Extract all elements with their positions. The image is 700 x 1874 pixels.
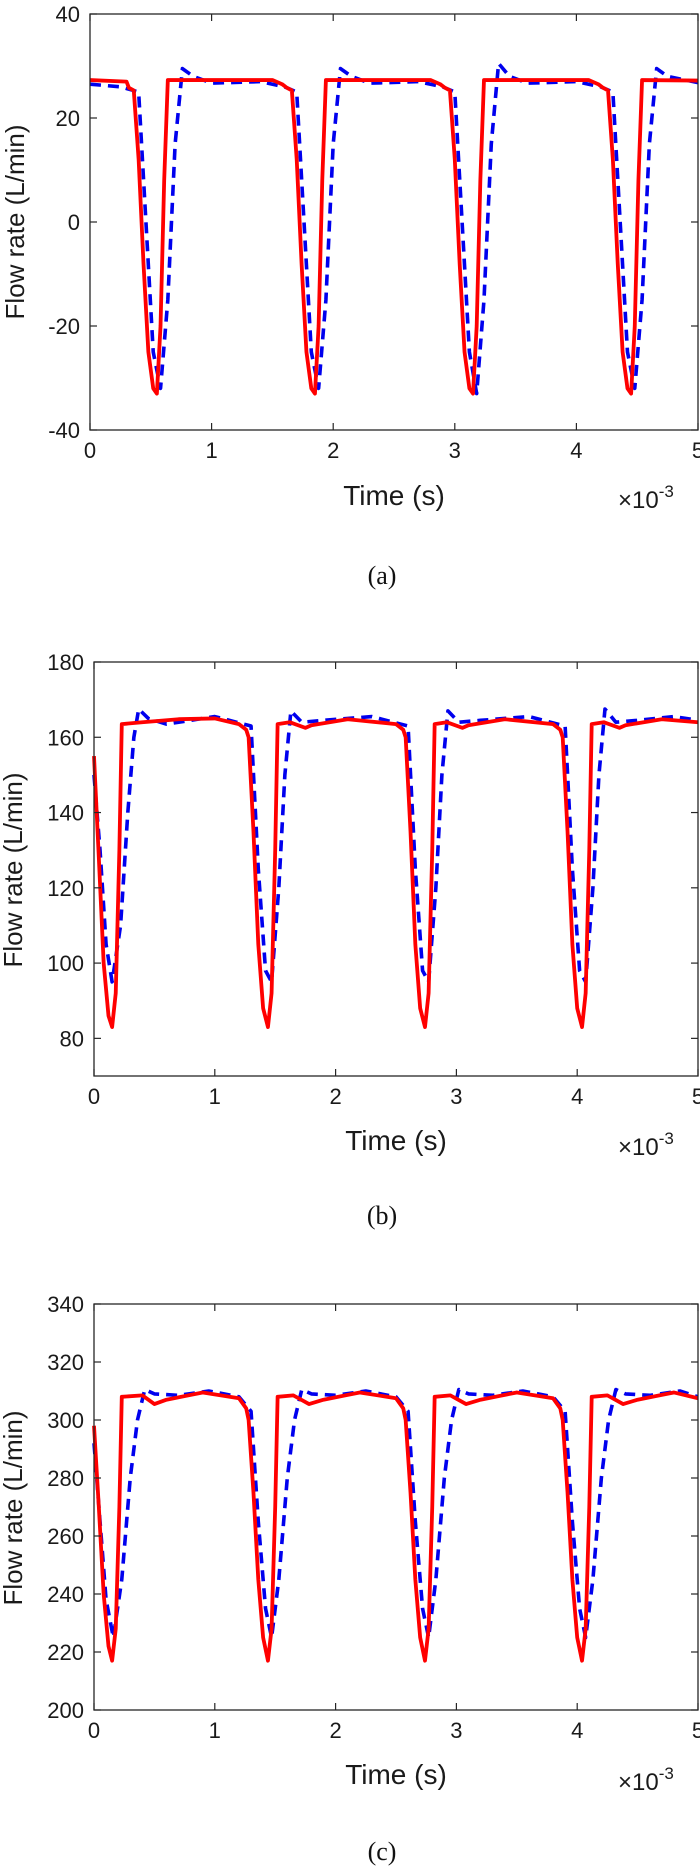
- y-tick-label: 200: [47, 1698, 84, 1723]
- plot-frame: [93, 1303, 699, 1711]
- chart-panel-a: 0 1 2 3 4 5 -40 -20 0 20 40 Time (s) Flow rate (L/…: [0, 0, 700, 620]
- x-tick-label: 1: [209, 1718, 221, 1743]
- x-tick-label: 5: [692, 1718, 700, 1743]
- chart-panel-b: 0 1 2 3 4 5 80 100 120 140 160 180 Time (s) Flow ra…: [0, 620, 700, 1240]
- y-axis-label: Flow rate (L/min): [0, 124, 30, 319]
- x-tick-label: 3: [450, 1718, 462, 1743]
- x-tick-label: 2: [329, 1084, 341, 1109]
- chart-svg-a: 0 1 2 3 4 5 -40 -20 0 20 40 Time (s) Flow rate (L/…: [0, 2, 700, 590]
- x-tick-label: 3: [450, 1084, 462, 1109]
- x-axis-label: Time (s): [343, 480, 445, 511]
- x-tick-label: 2: [327, 438, 339, 463]
- x-tick-label: 1: [209, 1084, 221, 1109]
- x-axis-label: Time (s): [345, 1125, 447, 1156]
- x-tick-label: 2: [329, 1718, 341, 1743]
- x-exponent-label: ×10-3: [618, 1129, 674, 1161]
- x-tick-label: 4: [571, 1084, 583, 1109]
- y-axis-label: Flow rate (L/min): [0, 1410, 28, 1605]
- svg-text:×10-3: ×10-3: [618, 482, 674, 514]
- y-tick-label: 240: [47, 1582, 84, 1607]
- caption-b: (b): [367, 1201, 397, 1230]
- x-tick-label: 0: [84, 438, 96, 463]
- y-tick-label: 80: [60, 1026, 84, 1051]
- svg-text:×10-3: ×10-3: [618, 1764, 674, 1796]
- y-tick-label: 140: [47, 801, 84, 826]
- y-tick-label: 40: [56, 2, 80, 27]
- y-tick-label: 300: [47, 1408, 84, 1433]
- y-axis-label: Flow rate (L/min): [0, 772, 28, 967]
- y-tick-label: -20: [48, 314, 80, 339]
- x-axis-label: Time (s): [345, 1759, 447, 1790]
- x-exponent-label: ×10-3: [618, 482, 674, 514]
- x-tick-label: 0: [88, 1084, 100, 1109]
- series-solid-line: [89, 78, 699, 396]
- x-tick-label: 5: [692, 1084, 700, 1109]
- plot-frame: [89, 13, 699, 431]
- series-solid-line: [92, 1390, 699, 1663]
- x-exponent-label: ×10-3: [618, 1764, 674, 1796]
- y-tick-label: 160: [47, 725, 84, 750]
- x-tick-label: 5: [692, 438, 700, 463]
- x-tick-label: 1: [205, 438, 217, 463]
- plot-frame: [93, 661, 699, 1077]
- y-tick-label: 280: [47, 1466, 84, 1491]
- caption-a: (a): [368, 561, 397, 590]
- chart-svg-b: 0 1 2 3 4 5 80 100 120 140 160 180 Time (s) Flow ra…: [0, 650, 700, 1230]
- y-tick-label: 120: [47, 876, 84, 901]
- series-solid-line: [92, 716, 699, 1029]
- series-dashed-line: [92, 707, 699, 984]
- y-tick-label: 260: [47, 1524, 84, 1549]
- chart-panel-c: 0 1 2 3 4 5 200 220 240 260 280 300 320 340 Time (s) …: [0, 1240, 700, 1869]
- svg-text:×10-3: ×10-3: [618, 1129, 674, 1161]
- series-dashed-line: [92, 1387, 699, 1640]
- x-tick-label: 0: [88, 1718, 100, 1743]
- caption-c: (c): [368, 1837, 397, 1866]
- y-tick-label: 0: [68, 210, 80, 235]
- y-tick-label: 220: [47, 1640, 84, 1665]
- x-tick-label: 4: [570, 438, 582, 463]
- y-tick-label: 20: [56, 106, 80, 131]
- y-tick-label: 320: [47, 1350, 84, 1375]
- y-tick-label: 340: [47, 1292, 84, 1317]
- x-tick-label: 4: [571, 1718, 583, 1743]
- x-tick-label: 3: [449, 438, 461, 463]
- y-tick-label: 180: [47, 650, 84, 675]
- y-tick-label: -40: [48, 418, 80, 443]
- y-tick-label: 100: [47, 951, 84, 976]
- series-dashed-line: [89, 61, 699, 396]
